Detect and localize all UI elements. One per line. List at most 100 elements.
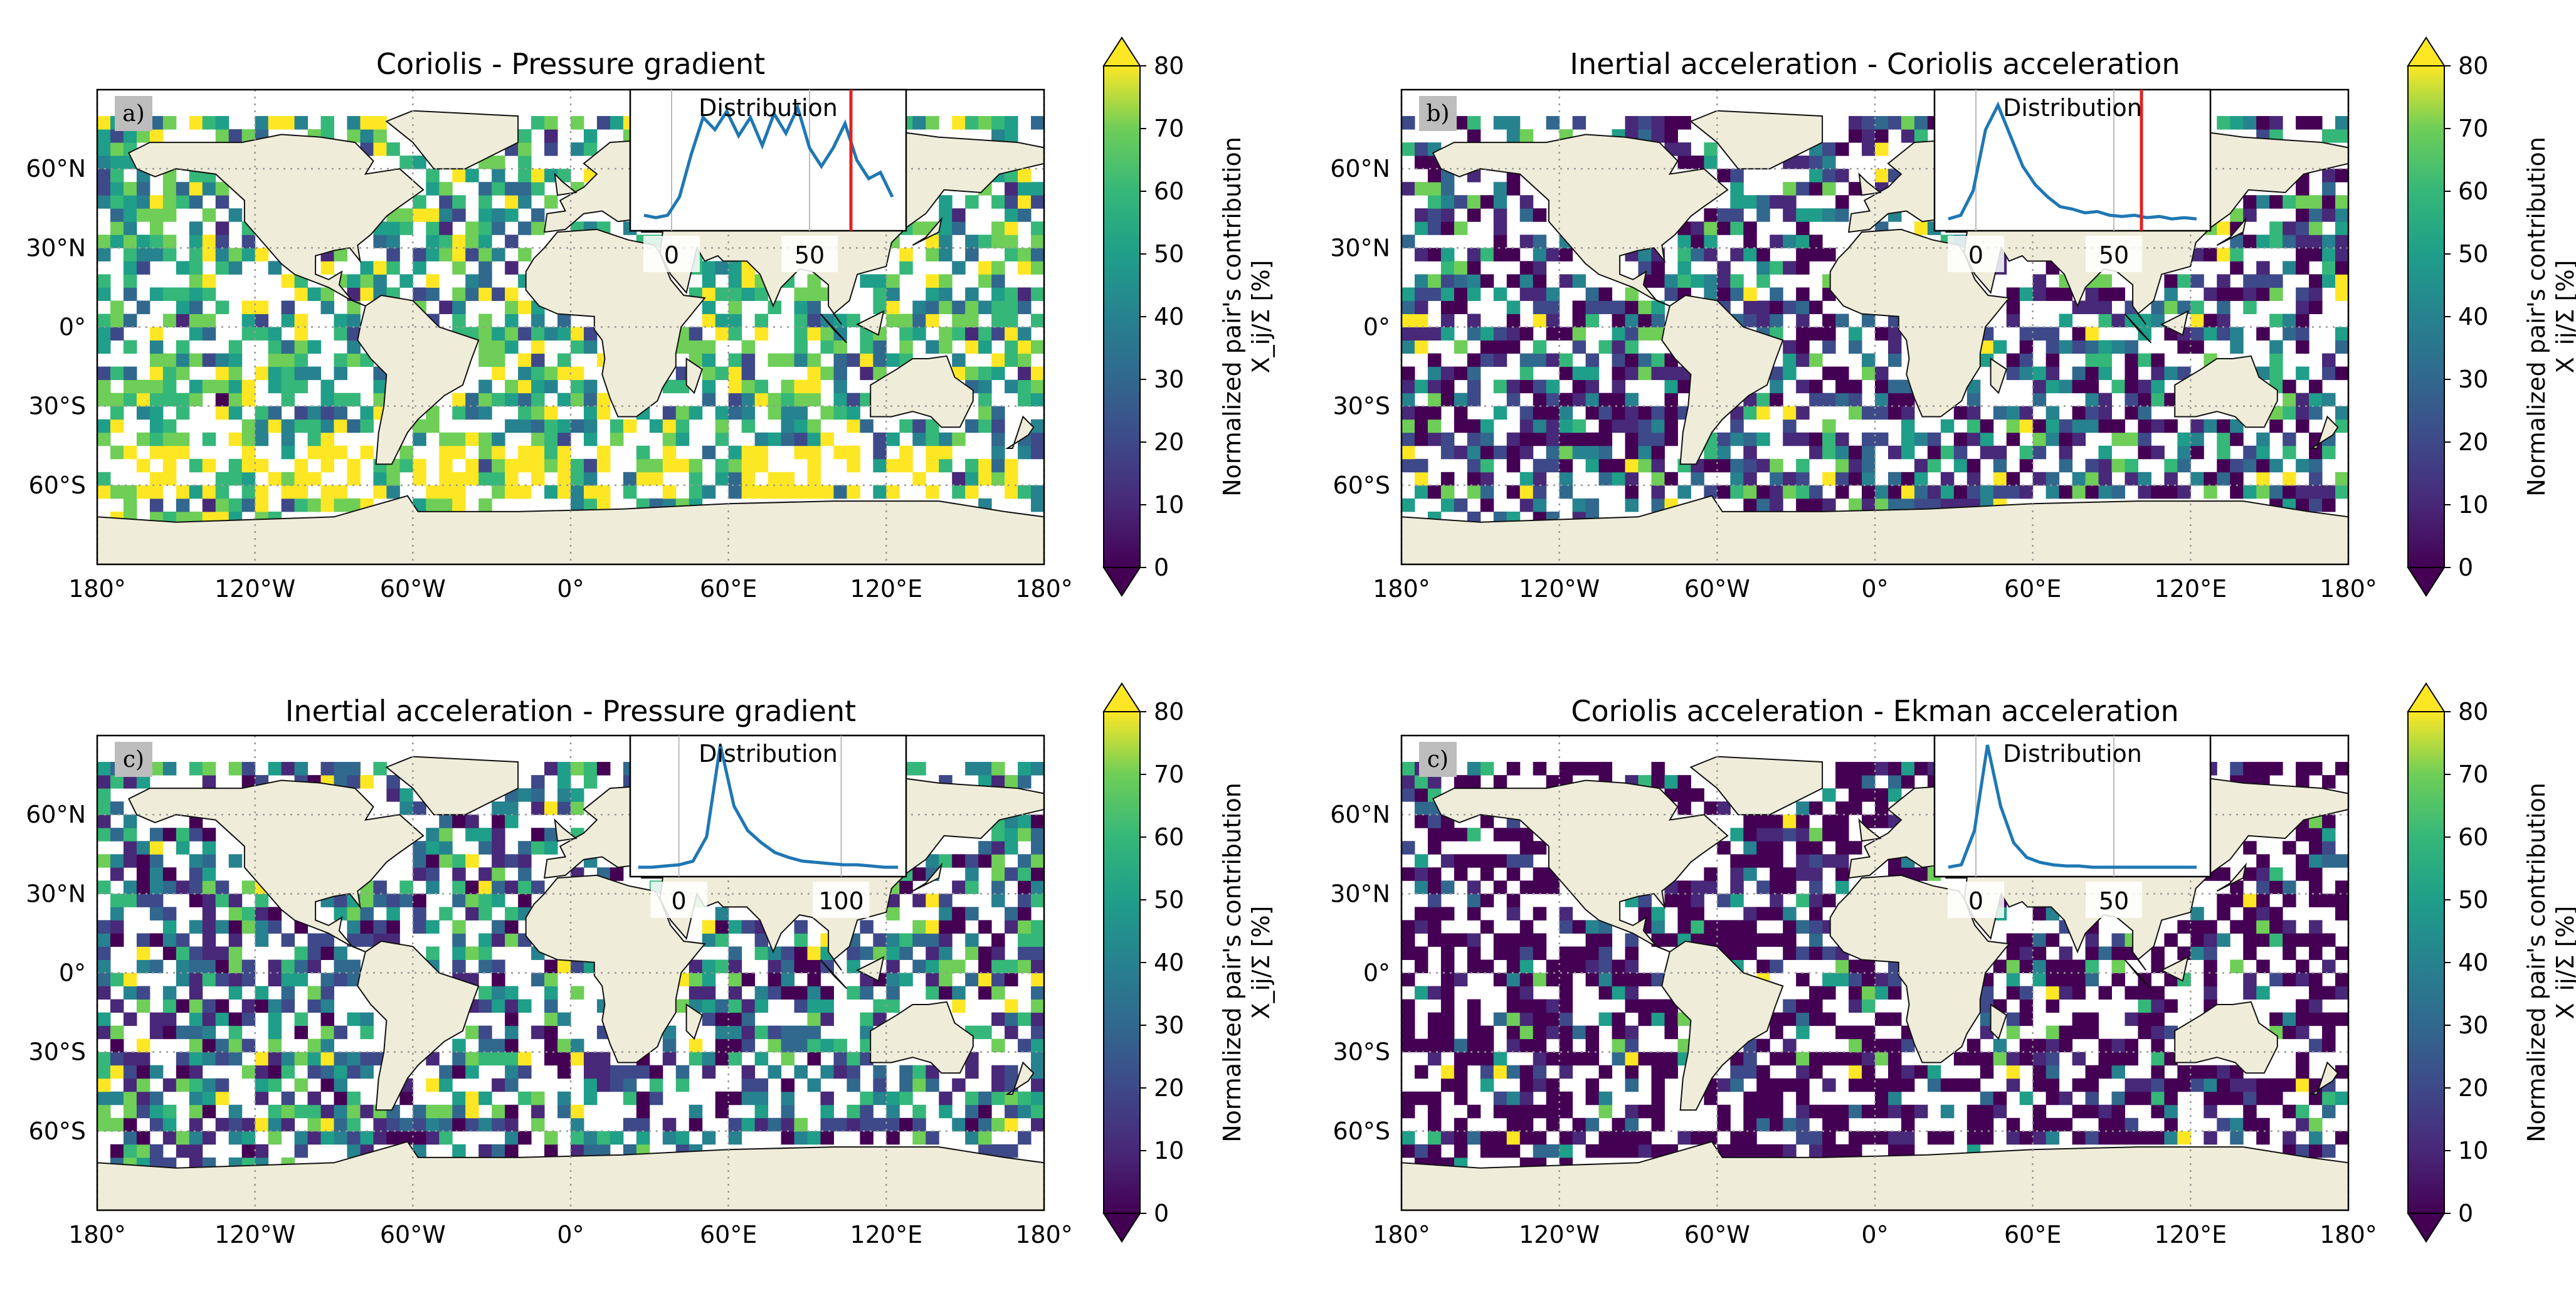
distribution-line [1948, 101, 2197, 221]
lon-tick-label: 0° [557, 1221, 584, 1248]
panel-label: b) [1419, 96, 1457, 131]
map: 180° 120°W 60°W 0° 60°E 120°E 180° 60°N 30°N 0° 30… [1330, 734, 2377, 1248]
colorbar-extend-min [1102, 567, 1141, 597]
lon-tick-label: 180° [68, 575, 126, 603]
colorbar: 0 10 20 30 40 50 60 70 80 Normalized pair's contr… [1102, 36, 1275, 597]
colorbar-tick-label: 50 [2458, 886, 2488, 914]
colorbar-tick-label: 50 [2458, 240, 2488, 268]
colorbar-label: Normalized pair's contribution [2523, 783, 2550, 1142]
colorbar-tick-label: 70 [2458, 761, 2488, 788]
distribution-inset: Distribution 0 100 [629, 734, 907, 918]
lat-tick-label: 30°S [1333, 1038, 1390, 1066]
inset-title: Distribution [2003, 94, 2142, 122]
map-frame [1400, 88, 2350, 566]
colorbar-label: Normalized pair's contribution [1218, 783, 1246, 1142]
colorbar: 0 10 20 30 40 50 60 70 80 Normalized pair's contr… [1102, 682, 1275, 1243]
colorbar-bar [1103, 711, 1141, 1214]
inset-tick-label: 50 [2099, 887, 2129, 915]
colorbar-extend-max [1102, 682, 1141, 712]
panel-title: Coriolis - Pressure gradient [376, 47, 765, 81]
lon-tick-label: 180° [68, 1221, 126, 1248]
colorbar-tick-label: 80 [1154, 698, 1184, 726]
distribution-inset: Distribution 0 50 [629, 88, 907, 272]
colorbar-tick-label: 50 [1154, 886, 1184, 914]
lat-tick-label: 30°S [1333, 393, 1390, 420]
panel-inertial-coriolis: Inertial acceleration - Coriolis acceler… [1330, 36, 2576, 603]
colorbar-tick-label: 0 [2458, 554, 2473, 581]
lon-tick-label: 120°E [2155, 575, 2227, 603]
map: 180° 120°W 60°W 0° 60°E 120°E 180° 60°N 30°N 0° 30… [26, 734, 1073, 1248]
colorbar: 0 10 20 30 40 50 60 70 80 Normalized pair's contr… [2407, 682, 2576, 1243]
colorbar-extend-min [1102, 1213, 1141, 1243]
colorbar-tick-label: 70 [2458, 115, 2488, 142]
map: 180° 120°W 60°W 0° 60°E 120°E 180° 60°N 30°N 0° 30… [1330, 88, 2377, 603]
inset-tick-label: 0 [664, 241, 679, 269]
lon-tick-label: 180° [1373, 1221, 1430, 1248]
colorbar-tick-label: 80 [2458, 698, 2488, 726]
colorbar-extend-max [2407, 36, 2446, 66]
lon-tick-label: 120°E [850, 575, 923, 603]
lon-tick-label: 0° [1861, 575, 1888, 603]
colorbar-tick-label: 30 [2458, 1011, 2488, 1039]
colorbar-label-units: X_ij/Σ [%] [1247, 260, 1275, 374]
lat-tick-label: 30°S [29, 1038, 86, 1066]
lon-tick-label: 180° [1373, 575, 1430, 603]
lon-tick-label: 120°W [214, 575, 295, 603]
colorbar-tick-label: 60 [2458, 177, 2488, 205]
colorbar-extend-max [2407, 682, 2446, 712]
colorbar-tick-label: 10 [1154, 491, 1184, 519]
distribution-inset: Distribution 0 50 [1933, 734, 2212, 918]
lon-tick-label: 60°E [700, 1221, 757, 1248]
lon-tick-label: 120°E [2155, 1221, 2227, 1248]
map-frame [96, 88, 1045, 566]
colorbar-tick-label: 30 [1154, 1011, 1184, 1039]
map: 180° 120°W 60°W 0° 60°E 120°E 180° 60°N 30°N 0° 30… [26, 88, 1073, 603]
colorbar-tick-label: 30 [1154, 366, 1184, 393]
colorbar-tick-label: 20 [1154, 428, 1184, 456]
colorbar-bar [1103, 65, 1141, 568]
svg-text:c): c) [123, 747, 144, 773]
inset-tick-label: 50 [794, 241, 825, 269]
inset-tick-label: 0 [672, 887, 687, 915]
map-cells [1401, 762, 2349, 1171]
lat-tick-label: 60°N [1330, 155, 1390, 182]
colorbar-tick-label: 20 [1154, 1074, 1184, 1102]
panel-label: c) [115, 742, 152, 777]
colorbar-bar [2407, 711, 2445, 1214]
lon-tick-label: 120°W [1519, 1221, 1600, 1248]
panel-title: Inertial acceleration - Coriolis acceler… [1570, 47, 2180, 81]
colorbar-tick-label: 40 [1154, 303, 1184, 330]
panel-inertial-pressure-gradient: Inertial acceleration - Pressure gradien… [26, 682, 1275, 1248]
lon-tick-label: 180° [1015, 1221, 1073, 1248]
lon-tick-label: 60°W [1684, 1221, 1750, 1248]
colorbar-tick-label: 40 [1154, 949, 1184, 976]
lon-tick-label: 120°W [1519, 575, 1600, 603]
lat-tick-label: 0° [59, 959, 86, 987]
distribution-inset: Distribution 0 50 [1933, 88, 2212, 272]
colorbar-extend-min [2407, 567, 2446, 597]
inset-tick-label: 50 [2099, 241, 2129, 269]
lon-tick-label: 0° [1861, 1221, 1888, 1248]
map-cells [97, 762, 1045, 1171]
panel-title: Inertial acceleration - Pressure gradien… [285, 694, 856, 728]
svg-text:c): c) [1427, 747, 1449, 773]
colorbar-tick-label: 60 [1154, 823, 1184, 851]
colorbar-extend-min [2407, 1213, 2446, 1243]
colorbar: 0 10 20 30 40 50 60 70 80 Normalized pair's contr… [2407, 36, 2576, 597]
map-frame [96, 734, 1045, 1211]
inset-title: Distribution [699, 94, 838, 122]
colorbar-tick-label: 20 [2458, 1074, 2488, 1102]
lon-tick-label: 180° [1015, 575, 1073, 603]
lon-tick-label: 60°E [700, 575, 757, 603]
panel-title: Coriolis acceleration - Ekman accelerati… [1571, 694, 2178, 728]
colorbar-tick-label: 50 [1154, 240, 1184, 268]
lon-tick-label: 60°W [380, 1221, 446, 1248]
colorbar-label-units: X_ij/Σ [%] [2552, 260, 2576, 374]
colorbar-label: Normalized pair's contribution [2523, 137, 2550, 497]
panel-label: c) [1419, 742, 1457, 777]
panel-coriolis-pressure-gradient: Coriolis - Pressure gradient 180° 120°W 60… [26, 36, 1275, 603]
distribution-line [638, 744, 899, 869]
inset-title: Distribution [699, 740, 838, 768]
lon-tick-label: 180° [2320, 1221, 2377, 1248]
